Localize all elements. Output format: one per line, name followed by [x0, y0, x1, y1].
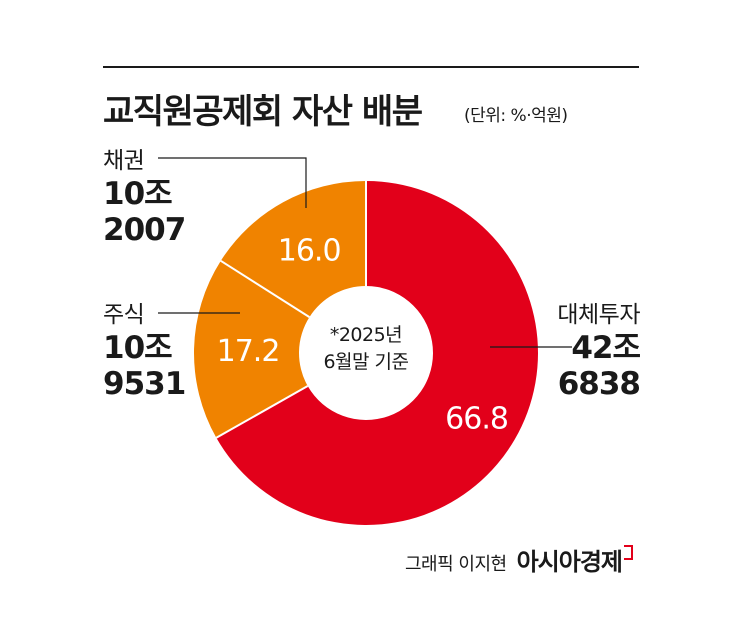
amount-label-alternatives-line-2: 6838	[558, 366, 640, 402]
slice-alternatives	[216, 181, 538, 525]
brand-logo-text: 아시아경제	[517, 542, 633, 577]
amount-label-alternatives-line-1: 42조	[571, 330, 640, 366]
value-label-stocks: 17.2	[217, 334, 280, 369]
value-label-alternatives: 66.8	[445, 401, 508, 436]
graphic-author: 그래픽 이지현	[405, 554, 507, 575]
divider-bonds	[220, 259, 310, 318]
amount-label-stocks-line-1: 10조	[103, 330, 172, 366]
slice-stocks	[194, 260, 310, 438]
slice-dividers	[215, 181, 367, 439]
credit-line: 그래픽 이지현 아시아경제	[405, 542, 633, 577]
brand-mark-icon	[624, 545, 633, 560]
center-note-line-1: *2025년	[330, 324, 402, 346]
slice-value-labels: 66.8 17.2 16.0	[217, 234, 509, 437]
amount-label-bonds-line-2: 2007	[103, 212, 185, 248]
value-label-bonds: 16.0	[278, 234, 341, 269]
amount-label-bonds-line-1: 10조	[103, 176, 172, 212]
divider-stocks	[215, 385, 309, 439]
top-rule	[103, 66, 639, 68]
amount-label-stocks-line-2: 9531	[103, 366, 185, 402]
unit-note: (단위: %·억원)	[464, 106, 568, 126]
chart-title: 교직원공제회 자산 배분	[103, 92, 423, 132]
category-label-bonds: 채권	[103, 148, 144, 174]
leader-line-bonds	[158, 157, 307, 208]
category-label-stocks: 주식	[103, 302, 144, 328]
center-note-line-2: 6월말 기준	[323, 351, 408, 373]
category-label-alternatives: 대체투자	[557, 302, 640, 328]
